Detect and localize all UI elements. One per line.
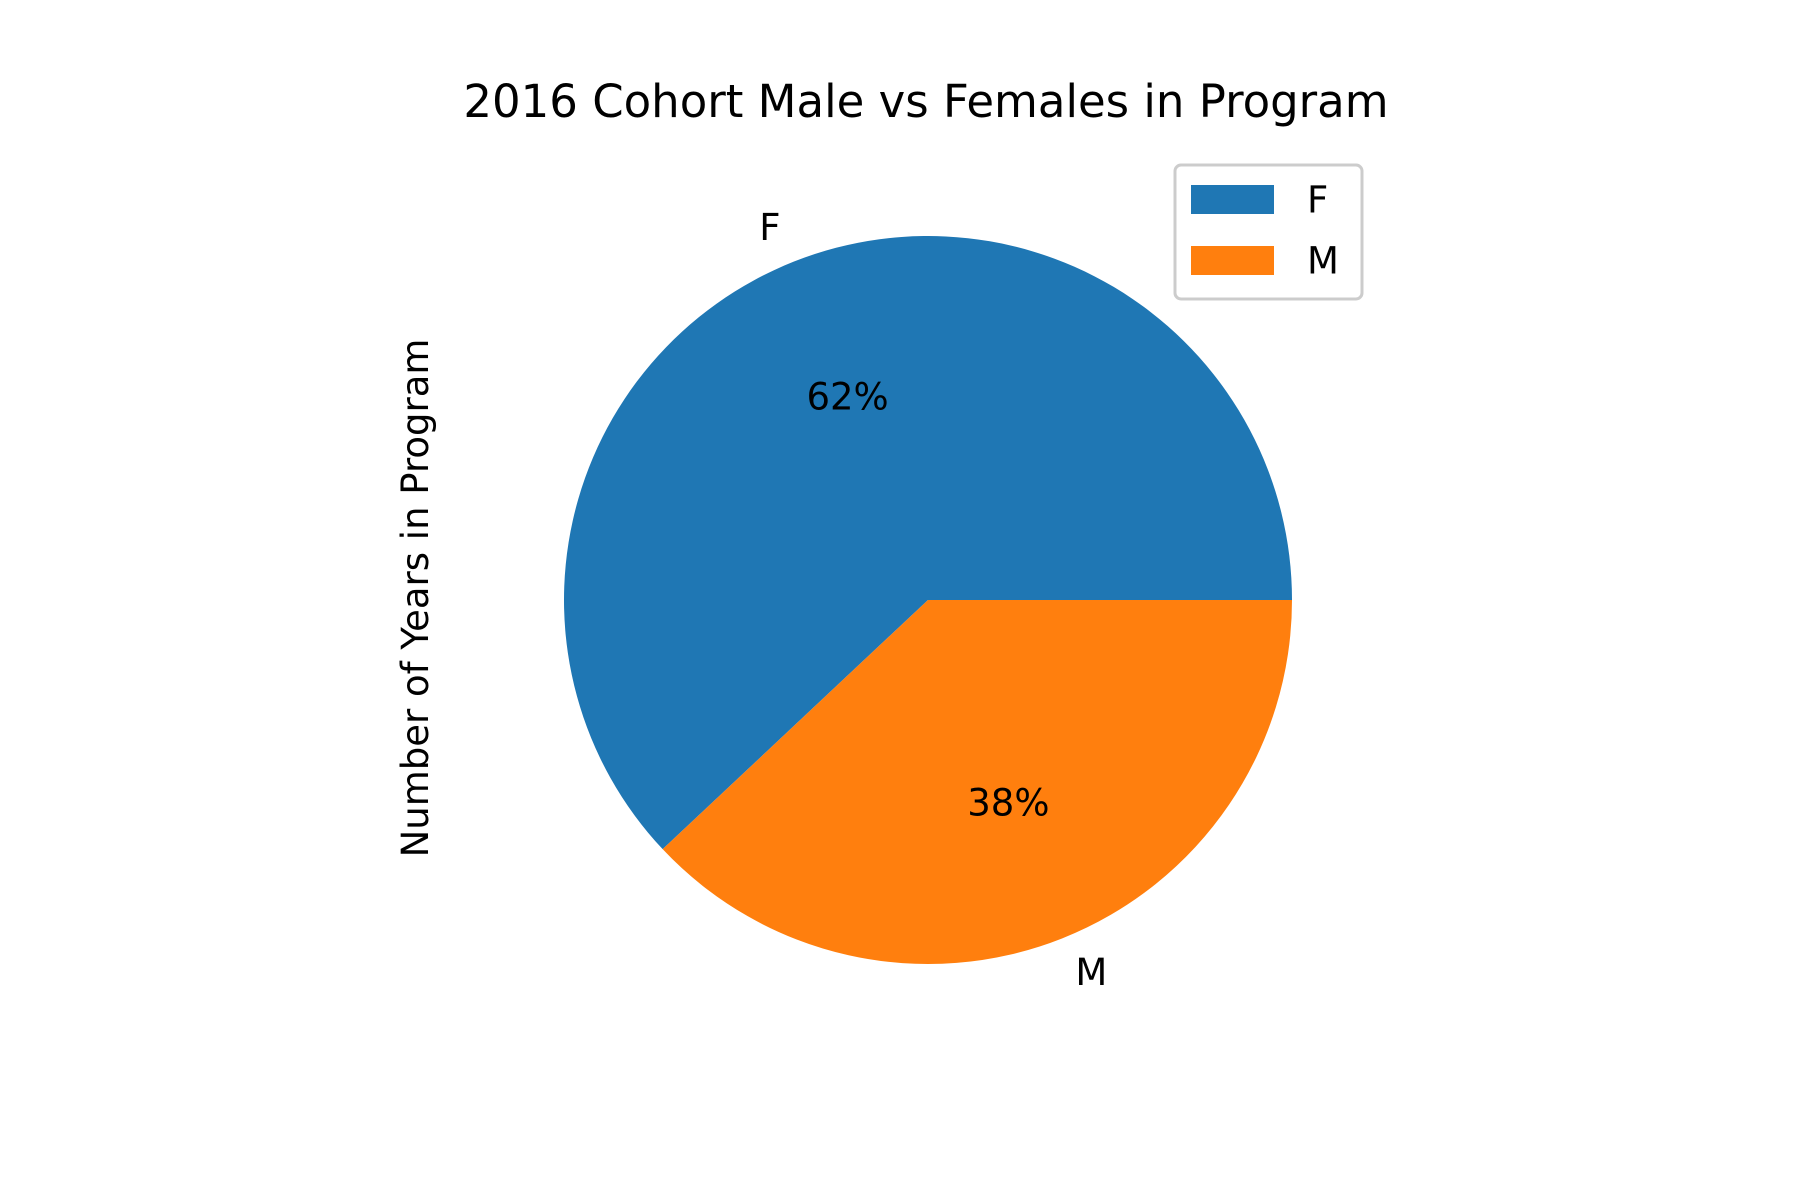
- legend: FM: [1173, 163, 1364, 301]
- slice-percent-m: 38%: [967, 782, 1049, 825]
- slice-label-m: M: [1075, 951, 1107, 994]
- pie-slice-f: [563, 236, 1292, 850]
- y-axis-label: Number of Years in Program: [394, 339, 437, 858]
- legend-label-m: M: [1307, 240, 1339, 283]
- legend-swatch-f: [1191, 185, 1274, 214]
- pie-labels: F 62% M 38%: [759, 206, 1107, 994]
- slice-label-f: F: [759, 206, 780, 249]
- pie-slices: [563, 236, 1292, 964]
- legend-items: FM: [1191, 179, 1339, 283]
- slice-percent-f: 62%: [806, 375, 888, 418]
- legend-label-f: F: [1307, 179, 1328, 222]
- chart-title: 2016 Cohort Male vs Females in Program: [463, 75, 1388, 128]
- legend-swatch-m: [1191, 246, 1274, 275]
- pie-slice-m: [662, 600, 1292, 964]
